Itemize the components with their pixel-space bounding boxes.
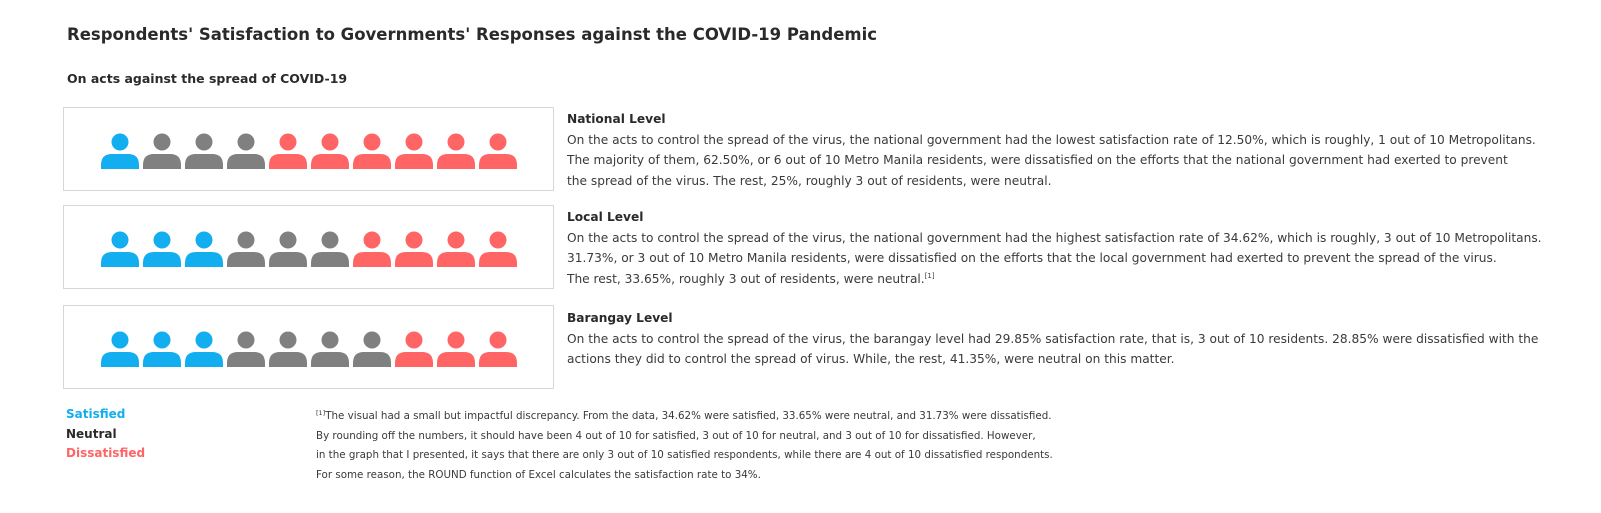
footnote-line-4: For some reason, the ROUND function of E… bbox=[316, 469, 761, 482]
person-icon-satisfied bbox=[101, 331, 139, 367]
person-icon-satisfied bbox=[101, 133, 139, 169]
national-level-heading: National Level bbox=[567, 112, 666, 126]
person-icon-dissatisfied bbox=[353, 231, 391, 267]
national-pictograph-svg bbox=[101, 133, 517, 169]
footnote-line-1: [1]The visual had a small but impactful … bbox=[316, 409, 1052, 422]
local-level-heading: Local Level bbox=[567, 210, 644, 224]
person-icon-dissatisfied bbox=[437, 331, 475, 367]
local-level-description: Local Level On the acts to control the s… bbox=[567, 207, 1567, 289]
person-icon-satisfied bbox=[101, 231, 139, 267]
person-icon-neutral bbox=[311, 231, 349, 267]
person-icon-neutral bbox=[353, 331, 391, 367]
person-icon-dissatisfied bbox=[395, 331, 433, 367]
national-level-description: National Level On the acts to control th… bbox=[567, 109, 1567, 191]
person-icon-dissatisfied bbox=[395, 133, 433, 169]
page-title: Respondents' Satisfaction to Governments… bbox=[67, 25, 878, 44]
person-icon-dissatisfied bbox=[395, 231, 433, 267]
person-icon-neutral bbox=[143, 133, 181, 169]
local-pictograph-chart bbox=[63, 205, 554, 289]
legend-satisfied: Satisfied bbox=[66, 407, 126, 421]
local-level-text: On the acts to control the spread of the… bbox=[567, 230, 1542, 286]
barangay-pictograph-chart bbox=[63, 305, 554, 389]
local-pictograph-svg bbox=[101, 231, 517, 267]
legend: Satisfied Neutral Dissatisfied bbox=[66, 405, 145, 464]
person-icon-satisfied bbox=[185, 231, 223, 267]
person-icon-dissatisfied bbox=[479, 231, 517, 267]
footnote: [1]The visual had a small but impactful … bbox=[316, 407, 1053, 486]
person-icon-neutral bbox=[227, 133, 265, 169]
national-pictograph-chart bbox=[63, 107, 554, 191]
person-icon-dissatisfied bbox=[269, 133, 307, 169]
person-icon-neutral bbox=[269, 331, 307, 367]
footnote-line-2: By rounding off the numbers, it should h… bbox=[316, 429, 1036, 442]
person-icon-neutral bbox=[311, 331, 349, 367]
person-icon-dissatisfied bbox=[479, 331, 517, 367]
legend-dissatisfied: Dissatisfied bbox=[66, 446, 146, 460]
footnote-marker: [1] bbox=[316, 409, 326, 417]
barangay-level-text: On the acts to control the spread of the… bbox=[567, 331, 1539, 367]
barangay-level-description: Barangay Level On the acts to control th… bbox=[567, 308, 1567, 370]
person-icon-neutral bbox=[185, 133, 223, 169]
person-icon-satisfied bbox=[143, 331, 181, 367]
barangay-level-heading: Barangay Level bbox=[567, 311, 673, 325]
person-icon-neutral bbox=[227, 331, 265, 367]
page-subtitle: On acts against the spread of COVID-19 bbox=[67, 71, 348, 86]
person-icon-dissatisfied bbox=[479, 133, 517, 169]
person-icon-dissatisfied bbox=[353, 133, 391, 169]
footnote-reference[interactable]: [1] bbox=[924, 271, 935, 280]
footnote-line-3: in the graph that I presented, it says t… bbox=[316, 449, 1053, 462]
person-icon-dissatisfied bbox=[311, 133, 349, 169]
legend-neutral: Neutral bbox=[66, 426, 117, 441]
barangay-pictograph-svg bbox=[101, 331, 517, 367]
person-icon-dissatisfied bbox=[437, 231, 475, 267]
person-icon-neutral bbox=[227, 231, 265, 267]
person-icon-dissatisfied bbox=[437, 133, 475, 169]
person-icon-neutral bbox=[269, 231, 307, 267]
person-icon-satisfied bbox=[143, 231, 181, 267]
person-icon-satisfied bbox=[185, 331, 223, 367]
national-level-text: On the acts to control the spread of the… bbox=[567, 132, 1536, 188]
